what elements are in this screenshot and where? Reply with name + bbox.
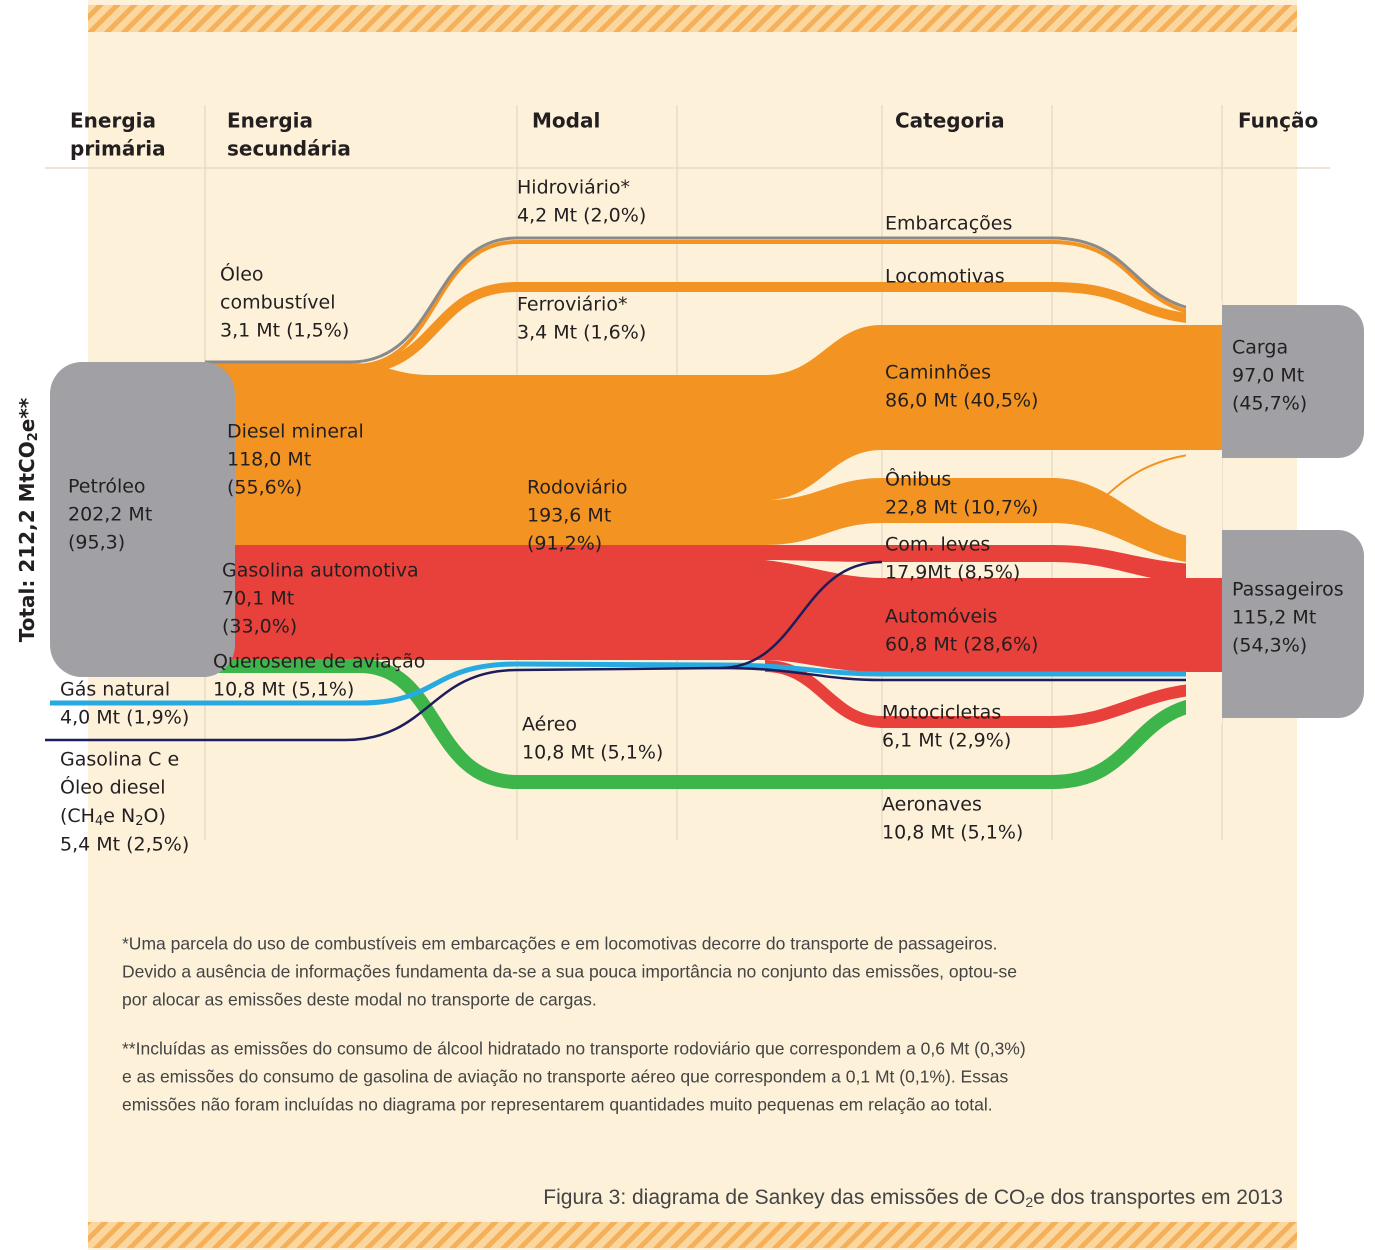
node-label: Embarcações: [885, 213, 1012, 235]
formula: (CH4e N2O): [60, 805, 166, 829]
node-label: combustível: [220, 292, 336, 314]
node-label: 3,1 Mt (1,5%): [220, 320, 349, 342]
node-label: (54,3%): [1232, 635, 1307, 657]
caption: Figura 3: diagrama de Sankey das emissõe…: [543, 1186, 1283, 1210]
node-label: Rodoviário: [527, 477, 628, 499]
node-edge: [205, 362, 207, 677]
column-header: Energia: [227, 109, 313, 133]
node-label: Petróleo: [68, 476, 146, 498]
flow-gasolina-c: [45, 560, 1222, 742]
node-label: Gás natural: [60, 679, 170, 701]
node-label: (45,7%): [1232, 393, 1307, 415]
node-label: 5,4 Mt (2,5%): [60, 834, 189, 856]
top-stripe: [88, 5, 1297, 32]
column-header: primária: [70, 137, 166, 161]
node-label: 70,1 Mt: [222, 588, 294, 610]
node-label: Carga: [1232, 337, 1288, 359]
node-label: 6,1 Mt (2,9%): [882, 730, 1011, 752]
node-petroleo: [50, 362, 235, 677]
node-carga: [1192, 305, 1364, 458]
footnote: *Uma parcela do uso de combustíveis em e…: [122, 934, 997, 954]
node-label: 3,4 Mt (1,6%): [517, 322, 646, 344]
node-label: Aeronaves: [882, 794, 982, 816]
node-label: 86,0 Mt (40,5%): [885, 390, 1038, 412]
node-label: 10,8 Mt (5,1%): [522, 742, 663, 764]
node-label: 60,8 Mt (28,6%): [885, 634, 1038, 656]
node-label: Caminhões: [885, 362, 991, 384]
node-label: Com. leves: [885, 534, 990, 556]
flow-motocicletas: [764, 660, 1223, 728]
node-label: (33,0%): [222, 616, 297, 638]
footnote: por alocar as emissões deste modal no tr…: [122, 990, 597, 1010]
flows: [45, 236, 1223, 789]
flow-ends: [1186, 578, 1222, 672]
node-label: Aéreo: [522, 714, 577, 736]
column-header: Energia: [70, 109, 156, 133]
node-label: Óleo diesel: [60, 775, 165, 799]
node-label: Motocicletas: [882, 702, 1001, 724]
node-label: Hidroviário*: [517, 177, 630, 199]
node-label: Óleo: [220, 262, 264, 286]
node-label: 202,2 Mt: [68, 504, 152, 526]
node-label: 193,6 Mt: [527, 505, 611, 527]
node-label: 22,8 Mt (10,7%): [885, 497, 1038, 519]
node-label: 17,9Mt (8,5%): [885, 562, 1020, 584]
bottom-stripe: [88, 1222, 1297, 1248]
flow-querosene: [205, 659, 1223, 789]
node-label: Locomotivas: [885, 266, 1005, 288]
node-label: Passageiros: [1232, 579, 1344, 601]
footnote: Devido a ausência de informações fundame…: [122, 962, 1017, 982]
flow-gas-natural: [50, 661, 1222, 706]
node-label: 118,0 Mt: [227, 449, 311, 471]
node-label: 10,8 Mt (5,1%): [213, 679, 354, 701]
flow-gasolina: [205, 545, 1222, 672]
column-header: Modal: [532, 109, 600, 133]
node-label: 97,0 Mt: [1232, 365, 1304, 387]
node-label: (55,6%): [227, 477, 302, 499]
node-label: 115,2 Mt: [1232, 607, 1316, 629]
flow-oleo: [205, 240, 1223, 368]
node-label: 4,2 Mt (2,0%): [517, 205, 646, 227]
node-label: Querosene de aviação: [213, 651, 425, 673]
flow-hidroviario: [205, 236, 1223, 364]
node-label: Diesel mineral: [227, 421, 364, 443]
node-label: 10,8 Mt (5,1%): [882, 822, 1023, 844]
node-label: Automóveis: [885, 606, 997, 628]
column-header: Função: [1238, 109, 1318, 133]
node-label: Ferroviário*: [517, 294, 627, 316]
node-label: 4,0 Mt (1,9%): [60, 707, 189, 729]
flow-ferroviario: [349, 282, 1223, 375]
flow-ends: [1186, 325, 1222, 450]
footnote: emissões não foram incluídas no diagrama…: [122, 1095, 993, 1115]
total-label: Total: 212,2 MtCO2e**: [15, 397, 41, 642]
footnote: **Incluídas as emissões do consumo de ál…: [122, 1039, 1026, 1059]
node-label: Ônibus: [885, 467, 951, 491]
node-label: Gasolina C e: [60, 749, 179, 771]
node-passageiros: [1192, 530, 1364, 718]
node-label: (95,3): [68, 532, 125, 554]
column-header: secundária: [227, 137, 351, 161]
footnote: e as emissões do consumo de gasolina de …: [122, 1067, 1008, 1087]
node-label: Gasolina automotiva: [222, 560, 419, 582]
flow-diesel: [205, 325, 1222, 565]
node-label: (91,2%): [527, 533, 602, 555]
column-header: Categoria: [895, 109, 1005, 133]
